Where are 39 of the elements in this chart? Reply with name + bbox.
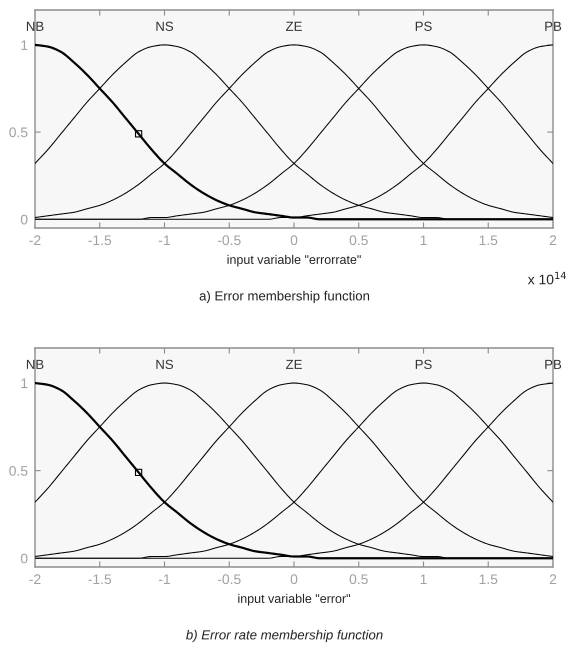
x-tick-label: -2: [29, 235, 40, 246]
x-tick-label: 2: [550, 574, 556, 584]
x-tick-label: -1.5: [88, 574, 112, 584]
x-tick-label: -0.5: [218, 574, 241, 584]
x-axis-title: input variable "errorrate": [228, 254, 361, 266]
x-axis-title: input variable "error": [238, 594, 350, 606]
x-tick-label: 1.5: [480, 574, 498, 584]
text: x 10$^{14}$: [528, 272, 566, 284]
series-label: PB: [545, 22, 562, 31]
series-label: NB: [26, 360, 44, 369]
series-label: ZE: [286, 360, 302, 369]
text: b) Error rate membership function: [186, 630, 383, 642]
x-tick-label: 1: [420, 574, 427, 584]
x-tick-label: 0.5: [350, 574, 368, 584]
y-tick-label: 0.5: [9, 466, 28, 476]
x-tick-label: 0: [290, 235, 298, 246]
y-tick-label: 0: [20, 554, 28, 564]
x-tick-label: -0.5: [218, 235, 241, 246]
text: a) Error membership function: [200, 290, 370, 304]
series-label: PS: [416, 360, 432, 370]
x-tick-label: -1: [158, 235, 170, 246]
series-label: NB: [26, 22, 44, 31]
series-label: PB: [545, 360, 562, 369]
x-tick-label: 2: [550, 235, 556, 246]
y-tick-label: 1: [21, 378, 28, 388]
x-tick-label: -1.5: [88, 235, 112, 246]
series-label: ZE: [286, 22, 302, 31]
x-tick-label: 1: [420, 235, 427, 246]
y-tick-label: 0: [20, 214, 28, 224]
x-tick-label: 0: [290, 574, 298, 584]
x-tick-label: -1: [158, 574, 170, 584]
x-tick-label: 1.5: [480, 235, 498, 246]
y-tick-label: 1: [21, 40, 28, 50]
x-tick-label: 0.5: [350, 235, 368, 246]
series-label: NS: [156, 22, 174, 31]
series-label: PS: [416, 22, 432, 31]
y-tick-label: 0.5: [9, 127, 28, 138]
x-tick-label: -2: [29, 574, 40, 584]
series-label: NS: [156, 360, 174, 370]
